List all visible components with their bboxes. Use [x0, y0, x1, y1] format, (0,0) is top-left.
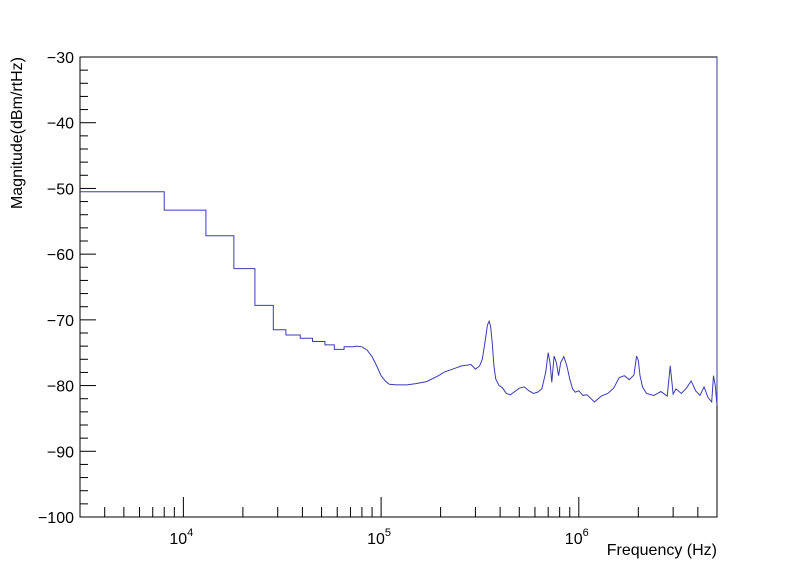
y-tick-label: −70 — [47, 313, 74, 330]
x-axis-ticks: 104 105 106 — [79, 497, 718, 548]
x-tick-label: 104 — [169, 527, 193, 548]
y-tick-label: −50 — [47, 181, 74, 198]
y-tick-label: −90 — [47, 444, 74, 461]
y-tick-label: −40 — [47, 116, 74, 133]
series-line-0 — [80, 57, 718, 406]
x-axis-label: Frequency (Hz) — [607, 542, 717, 559]
plot-border — [79, 56, 718, 518]
y-axis-label: Magnitude(dBm/rtHz) — [9, 57, 26, 209]
y-tick-label: −100 — [38, 510, 74, 527]
x-tick-label: 106 — [565, 527, 589, 548]
y-tick-label: −30 — [47, 50, 74, 67]
series-group — [80, 57, 718, 406]
y-axis-ticks: −30 −40 −50 −60 −70 −80 −90 −100 — [38, 50, 96, 527]
plot-frame — [79, 56, 718, 518]
y-tick-label: −80 — [47, 379, 74, 396]
y-tick-label: −60 — [47, 247, 74, 264]
x-tick-label: 105 — [367, 527, 391, 548]
